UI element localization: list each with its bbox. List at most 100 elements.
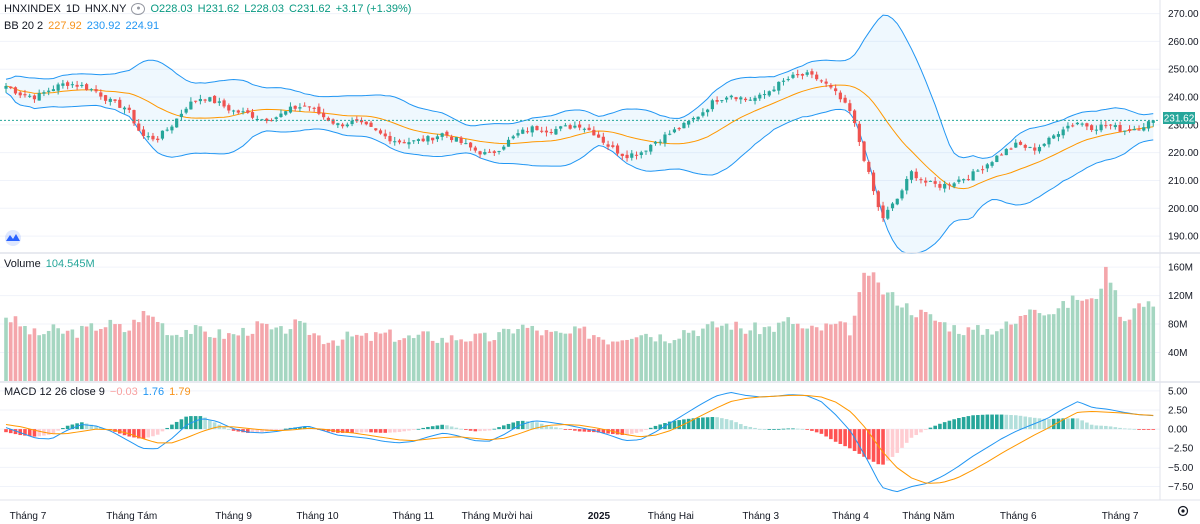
time-tick-label: Tháng 3 [742, 511, 779, 522]
candle-body [876, 191, 880, 208]
volume-bar [900, 307, 904, 381]
candle [511, 134, 515, 140]
candle [483, 148, 487, 156]
volume-bar [217, 329, 222, 381]
macd-hist-bar [298, 427, 302, 430]
time-tick-label: 2025 [588, 511, 611, 522]
candle-body [947, 184, 952, 186]
bb-legend[interactable]: BB 20 2 227.92 230.92 224.91 [4, 20, 159, 32]
volume-bar [108, 319, 113, 381]
interval-label[interactable]: 1D [65, 3, 80, 15]
candle [601, 132, 605, 145]
candle [1009, 147, 1013, 150]
candle [615, 143, 620, 157]
candle-body [66, 82, 70, 86]
pane-separators[interactable] [0, 0, 1200, 501]
macd-hist-bar [535, 422, 539, 430]
candle [924, 177, 928, 187]
candle [573, 121, 577, 129]
volume-bar [776, 322, 781, 381]
candle-body [895, 198, 899, 205]
candle-body [582, 128, 586, 130]
macd-hist-bar [65, 425, 70, 430]
candle [980, 165, 985, 174]
candle [762, 90, 767, 99]
candle [146, 132, 150, 141]
volume-bar [577, 328, 582, 381]
candle-body [630, 153, 634, 158]
macd-hist-bar [867, 429, 871, 460]
volume-bar [819, 330, 824, 381]
candle [487, 148, 492, 153]
candle-body [80, 84, 84, 86]
candle [32, 94, 37, 103]
candle-body [459, 137, 463, 144]
symbol-name[interactable]: HNXINDEX [4, 3, 61, 15]
candle [212, 95, 217, 104]
time-axis[interactable]: Tháng 7 Tháng Tám Tháng 9 Tháng 10 Tháng 11 T… [10, 511, 1139, 522]
macd-hist-bar [1141, 429, 1146, 430]
volume-bar [923, 311, 928, 381]
candle [525, 127, 530, 134]
volume-bar [170, 335, 174, 381]
macd-hist-bar [573, 429, 577, 431]
candle-body [815, 74, 819, 80]
candle-body [748, 99, 752, 101]
candle [1056, 131, 1061, 142]
macd-hist-bar [520, 420, 525, 430]
macd-hist-bar [1137, 429, 1141, 430]
last-price-tag: 231.62 [1163, 112, 1195, 125]
macd-hist-bar [155, 429, 160, 435]
candle [388, 131, 392, 145]
macd-hist-bar [179, 419, 184, 430]
volume-bar [715, 327, 719, 381]
candle [900, 188, 904, 201]
settings-gear-icon[interactable] [1177, 505, 1189, 517]
macd-hist-bar [364, 429, 369, 433]
candle-body [431, 137, 435, 141]
volume-bar [658, 334, 663, 381]
macd-legend[interactable]: MACD 12 26 close 9 −0.03 1.76 1.79 [4, 386, 191, 398]
volume-series [4, 266, 1156, 381]
macd-hist-bar [151, 429, 155, 437]
candle-body [383, 133, 387, 137]
macd-hist-bar [468, 429, 473, 431]
candle [587, 124, 591, 131]
candle-body [103, 95, 108, 101]
volume-bar [876, 282, 881, 381]
volume-bar [212, 337, 217, 381]
bollinger-lines [5, 14, 1154, 254]
volume-bar [767, 326, 772, 381]
volume-legend[interactable]: Volume 104.545M [4, 258, 95, 270]
candle [781, 78, 786, 86]
macd-hist-bar [18, 429, 23, 436]
candle-body [146, 136, 150, 138]
macd-hist-bar [848, 429, 852, 449]
candle [682, 121, 686, 129]
candle [653, 140, 658, 146]
candle [331, 118, 335, 126]
candle-body [122, 107, 127, 110]
macd-hist-bar [487, 429, 492, 431]
candle [748, 96, 752, 101]
volume-bar [734, 321, 738, 381]
price-axis[interactable]: 270.00 260.00 250.00 240.00 230.00 220.00 210.… [1168, 9, 1199, 493]
candle [824, 78, 828, 88]
macd-hist-bar [952, 419, 956, 430]
macd-hist-bar [274, 429, 279, 431]
candle-body [985, 164, 989, 169]
volume-bar [833, 323, 838, 381]
candle-body [568, 125, 572, 129]
candle [976, 169, 980, 172]
macd-tick-label: 2.50 [1168, 405, 1188, 416]
visibility-eye-icon[interactable]: ● [131, 3, 146, 15]
candle-body [990, 162, 994, 166]
volume-bar [539, 335, 544, 381]
candle [796, 69, 800, 78]
candle-body [1113, 125, 1117, 128]
candle [582, 127, 586, 133]
bb-upper-value: 230.92 [86, 20, 121, 32]
volume-bar [1085, 299, 1089, 381]
macd-hist-bar [1146, 429, 1151, 430]
